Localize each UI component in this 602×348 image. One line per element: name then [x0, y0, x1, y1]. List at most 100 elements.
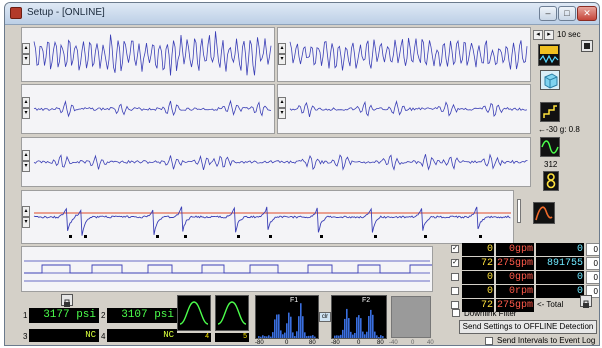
histogram-bar — [344, 318, 346, 338]
histogram-bar — [354, 332, 356, 338]
downlink-filter-label: Downlink Filter — [464, 309, 517, 318]
side-slider[interactable] — [517, 199, 521, 223]
signal-plot-3[interactable] — [21, 84, 275, 134]
histogram-bar — [352, 334, 354, 338]
histogram-bar — [276, 314, 278, 338]
histogram-bar — [342, 329, 344, 338]
flow-row-checkbox[interactable]: ✓ — [451, 245, 459, 253]
histogram-bar — [294, 336, 296, 338]
signal-plot-4[interactable] — [277, 84, 531, 134]
signal-trace — [33, 99, 272, 118]
histogram-bar — [364, 334, 366, 338]
flow-row-checkbox[interactable]: ✓ — [451, 259, 459, 267]
minimize-button[interactable]: – — [539, 6, 557, 21]
signal-plot-5[interactable] — [21, 137, 531, 187]
histogram-bar — [288, 312, 290, 338]
histogram-bar — [380, 335, 382, 338]
pulse-marker — [184, 235, 187, 238]
plot-4-scale-spinner[interactable]: ▴ ▾ — [278, 97, 286, 119]
histogram-bar — [302, 316, 304, 338]
pressure-3-readout: NC — [29, 329, 99, 342]
pulse-marker — [69, 235, 72, 238]
histogram-bar — [258, 336, 260, 338]
histogram-bar — [350, 331, 352, 338]
histogram-bar — [356, 317, 358, 338]
histogram-bar — [340, 334, 342, 338]
pulse-marker — [479, 235, 482, 238]
send-intervals-checkbox[interactable] — [485, 337, 493, 345]
send-settings-button[interactable]: Send Settings to OFFLINE Detection — [459, 320, 597, 334]
signal-plot-2[interactable] — [277, 27, 531, 82]
digit-eight-icon[interactable] — [543, 171, 559, 191]
histogram-bar — [312, 335, 314, 338]
signal-plot-1[interactable] — [21, 27, 275, 82]
sine-icon[interactable] — [540, 137, 560, 157]
histogram-bar — [280, 330, 282, 338]
histogram-bar — [314, 336, 316, 338]
setup-window: Setup - [ONLINE] – □ ✕ ▴ ▾ ▴ ▾ ▴ ▾ ▴ ▾ ▴ ▾ ▴ ▾… — [4, 2, 600, 346]
pressure-4-readout: NC — [107, 329, 177, 342]
histogram-f2: F2 — [331, 295, 387, 339]
histogram-bar — [360, 318, 362, 338]
square-wave-trace — [24, 264, 432, 274]
histogram-bar — [346, 308, 348, 338]
pulse-marker — [374, 235, 377, 238]
pulse-marker — [269, 235, 272, 238]
histogram-bar — [290, 316, 292, 338]
window-title: Setup - [ONLINE] — [27, 7, 105, 18]
plot-3-scale-spinner[interactable]: ▴ ▾ — [22, 97, 30, 119]
histogram-bar — [374, 331, 376, 338]
pulse-marker — [424, 235, 427, 238]
title-bar: Setup - [ONLINE] – □ ✕ — [5, 3, 599, 25]
cube-icon[interactable] — [540, 70, 560, 90]
flow-row-checkbox[interactable] — [451, 287, 459, 295]
plot-1-scale-spinner[interactable]: ▴ ▾ — [22, 43, 30, 65]
total-label: <- Total — [537, 300, 564, 309]
histogram-bar — [306, 336, 308, 338]
square-wave-plot[interactable] — [21, 246, 433, 292]
plot-5-scale-spinner[interactable]: ▴ ▾ — [22, 150, 30, 172]
histogram-bar — [336, 335, 338, 338]
histogram-bar — [260, 336, 262, 338]
histogram-bar — [300, 303, 302, 338]
histogram-bar — [292, 332, 294, 338]
histogram-bar — [268, 335, 270, 338]
pulse-plot-scale-spinner[interactable]: ▴ ▾ — [22, 206, 30, 228]
histogram-bar — [348, 318, 350, 338]
histogram-bar — [338, 335, 340, 338]
square-stop-icon[interactable] — [581, 40, 593, 52]
histogram-bar — [308, 335, 310, 338]
clear-button[interactable]: clr — [319, 312, 331, 322]
curve-icon[interactable] — [533, 202, 555, 224]
pulse-marker — [84, 235, 87, 238]
signal-trace — [289, 99, 528, 118]
histogram-bar — [368, 316, 370, 338]
time-back-button[interactable]: ◂ — [533, 30, 543, 40]
maximize-button[interactable]: □ — [558, 6, 576, 21]
empty-histogram — [391, 296, 431, 338]
downlink-filter-checkbox[interactable] — [452, 309, 460, 317]
filter-gain-label: ←-30 g: 0.8 — [538, 125, 580, 134]
close-button[interactable]: ✕ — [577, 6, 597, 21]
flow-row: 0 0gpm 0 0 — [451, 271, 599, 284]
ladder-icon[interactable] — [540, 102, 560, 122]
mini-counter-1: 4 — [177, 333, 211, 342]
wave-select-icon[interactable] — [538, 44, 560, 66]
histogram-bar — [272, 332, 274, 338]
flow-row-checkbox[interactable] — [451, 301, 459, 309]
pressure-2-readout: 3107 psi — [107, 308, 177, 323]
histogram-bar — [278, 314, 280, 338]
plot-2-scale-spinner[interactable]: ▴ ▾ — [278, 43, 286, 65]
histogram-bar — [298, 316, 300, 338]
pressure-lock-icon[interactable] — [61, 294, 73, 307]
pulse-marker — [237, 235, 240, 238]
pulse-detect-plot[interactable] — [21, 190, 514, 244]
mini-wave-display-2 — [215, 295, 249, 331]
flow-row: ✓ 72 275gpm 891755 0 — [451, 257, 599, 270]
mini-wave-display-1 — [177, 295, 211, 331]
histogram-bar — [274, 319, 276, 338]
pulse-marker — [320, 235, 323, 238]
total-lock-icon[interactable] — [580, 295, 592, 308]
time-forward-button[interactable]: ▸ — [544, 30, 554, 40]
flow-row-checkbox[interactable] — [451, 273, 459, 281]
